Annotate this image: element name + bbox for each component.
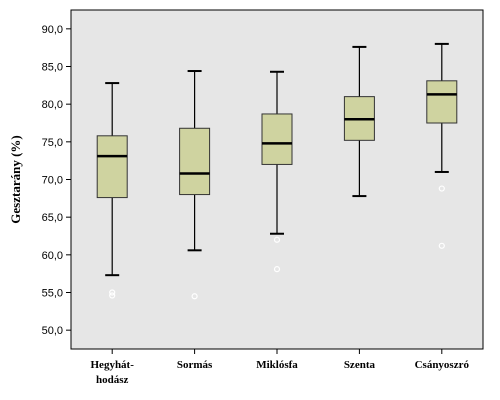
x-category-label-line: Miklósfa: [256, 359, 298, 371]
y-tick-label: 85,0: [42, 62, 63, 74]
box-group: [261, 70, 293, 273]
box-group: [343, 45, 375, 198]
iqr-box: [96, 135, 128, 199]
y-axis-title: Gesztarány (%): [8, 135, 23, 223]
y-tick-label: 75,0: [42, 137, 63, 149]
y-tick-label: 80,0: [42, 99, 63, 111]
x-category-label-line: Szenta: [344, 359, 376, 371]
boxes-layer: [96, 42, 458, 300]
x-category-label: Hegyhát-hodász: [91, 359, 135, 386]
outlier-point: [438, 242, 445, 249]
x-category-label-line: Hegyhát-: [91, 359, 135, 371]
y-tick-label: 50,0: [42, 325, 63, 337]
x-category-label: Szenta: [344, 359, 376, 371]
x-axis: Hegyhát-hodász Sormás Miklósfa Szenta Csányo…: [91, 349, 470, 386]
x-category-label-line: Csányoszró: [415, 359, 470, 371]
iqr-box: [261, 113, 293, 165]
iqr-box: [179, 127, 211, 196]
y-tick-label: 55,0: [42, 288, 63, 300]
outlier-point: [109, 289, 116, 296]
outlier-point: [273, 266, 281, 273]
y-axis: 50,0 55,0 60,0 65,0 70,0 75,0 80,0 85,0 90,0: [42, 24, 71, 337]
box-group: [96, 82, 128, 299]
x-category-label-line: Sormás: [177, 359, 213, 371]
box-group: [179, 70, 211, 300]
x-category-label: Sormás: [177, 359, 213, 371]
box-group: [426, 42, 458, 249]
outlier-point: [109, 292, 116, 299]
y-tick-label: 90,0: [42, 24, 63, 36]
y-tick-label: 60,0: [42, 250, 63, 262]
x-category-label: Miklósfa: [256, 359, 298, 371]
x-category-label-line: hodász: [96, 374, 129, 386]
y-tick-label: 70,0: [42, 175, 63, 187]
outlier-point: [438, 185, 445, 192]
y-tick-label: 65,0: [42, 212, 63, 224]
outlier-point: [191, 293, 198, 300]
iqr-box: [426, 80, 458, 124]
x-category-label: Csányoszró: [415, 359, 470, 371]
outlier-point: [273, 236, 281, 243]
